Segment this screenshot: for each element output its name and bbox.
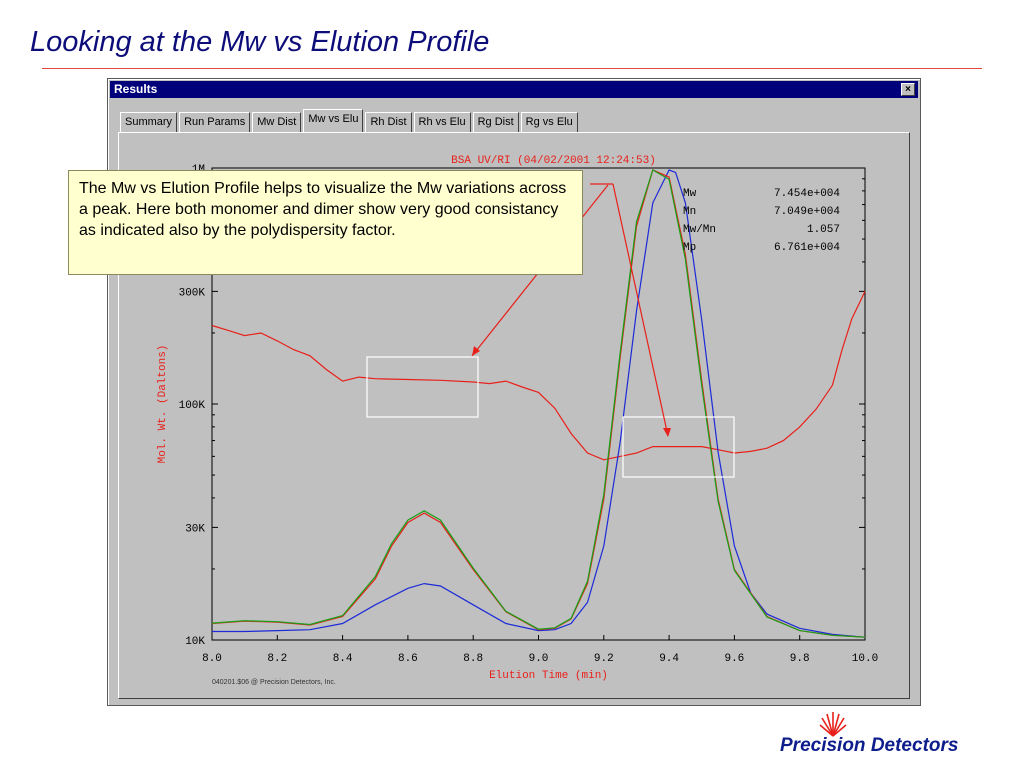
- stat-label: Mw/Mn: [683, 224, 716, 236]
- x-tick-label: 9.4: [659, 653, 679, 665]
- tab-summary[interactable]: Summary: [120, 112, 178, 132]
- x-axis-label: Elution Time (min): [489, 670, 608, 682]
- window-title: Results: [114, 82, 158, 96]
- tab-mw-dist[interactable]: Mw Dist: [252, 112, 302, 132]
- callout-note: The Mw vs Elution Profile helps to visua…: [68, 170, 583, 275]
- tab-strip: Summary Run Params Mw Dist Mw vs Elu Rh …: [120, 109, 580, 133]
- x-tick-label: 8.6: [398, 653, 418, 665]
- x-tick-label: 9.8: [790, 653, 810, 665]
- x-tick-label: 8.2: [267, 653, 287, 665]
- x-tick-label: 8.8: [463, 653, 483, 665]
- brand-name: Precision Detectors: [780, 735, 959, 756]
- x-tick-label: 10.0: [852, 653, 878, 665]
- series-line-1: [212, 169, 866, 638]
- tab-rh-vs-elu[interactable]: Rh vs Elu: [413, 112, 471, 132]
- y-tick-label: 10K: [185, 636, 205, 648]
- dimer-highlight-box: [622, 416, 735, 478]
- series-line-3: [211, 169, 866, 638]
- y-tick-label: 30K: [185, 523, 205, 535]
- y-tick-label: 100K: [179, 400, 206, 412]
- stat-value: 7.454e+004: [774, 188, 840, 200]
- arrowhead-1: [472, 346, 480, 356]
- y-tick-label: 300K: [179, 287, 206, 299]
- tab-rg-vs-elu[interactable]: Rg vs Elu: [520, 112, 578, 132]
- stat-value: 1.057: [807, 224, 840, 236]
- x-tick-label: 9.0: [529, 653, 549, 665]
- tab-panel: [118, 132, 910, 699]
- tab-run-params[interactable]: Run Params: [179, 112, 251, 132]
- x-tick-label: 8.4: [333, 653, 353, 665]
- callout-arrow-2: [612, 183, 669, 437]
- stat-label: Mp: [683, 242, 696, 254]
- monomer-highlight-box: [366, 356, 479, 418]
- y-axis-label: Mol. Wt. (Daltons): [157, 345, 169, 464]
- chart-footer: 040201.$06 @ Precision Detectors, Inc.: [212, 679, 336, 686]
- window-titlebar: Results ×: [110, 81, 918, 98]
- series-line-0: [211, 291, 866, 461]
- arrowhead-2: [663, 428, 671, 437]
- tab-rg-dist[interactable]: Rg Dist: [472, 112, 519, 132]
- tab-rh-dist[interactable]: Rh Dist: [365, 112, 412, 132]
- stat-label: Mw: [683, 188, 697, 200]
- tab-mw-vs-elu[interactable]: Mw vs Elu: [303, 109, 364, 133]
- slide-title: Looking at the Mw vs Elution Profile: [30, 26, 490, 58]
- close-icon[interactable]: ×: [901, 83, 915, 96]
- stat-value: 6.761e+004: [774, 242, 840, 254]
- chart-title: BSA UV/RI (04/02/2001 12:24:53): [451, 155, 656, 167]
- stat-value: 7.049e+004: [774, 206, 840, 218]
- x-tick-label: 8.0: [202, 653, 222, 665]
- stat-label: Mn: [683, 206, 696, 218]
- precision-detectors-logo-icon: [819, 712, 847, 737]
- x-tick-label: 9.6: [724, 653, 744, 665]
- x-tick-label: 9.2: [594, 653, 614, 665]
- title-rule: [42, 68, 982, 69]
